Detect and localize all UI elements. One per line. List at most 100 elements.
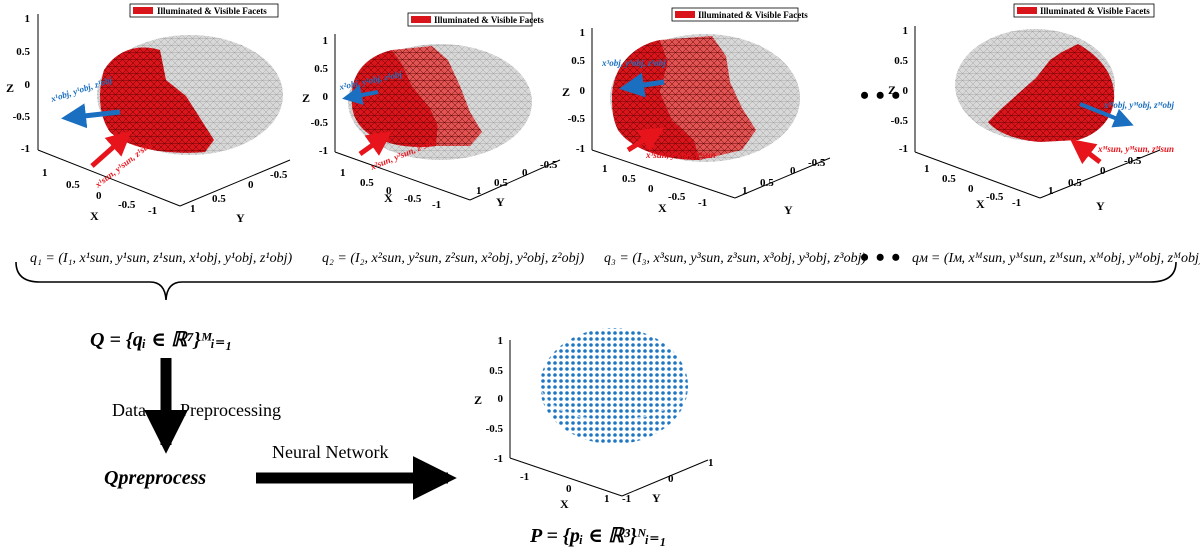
panel-3-z-ticks: 1 0.5 0 -0.5 -1 xyxy=(568,27,586,155)
panel-2-obj-arrow xyxy=(342,85,379,105)
panel-ellipsis: • • • xyxy=(860,81,900,110)
output-y-tick: 0 xyxy=(668,473,674,485)
panel-2-z-tick: 1 xyxy=(323,35,329,47)
panel-M-y-tick: 0.5 xyxy=(1068,177,1082,189)
panel-M-sun-arrow xyxy=(1070,138,1102,165)
panel-2-y-axis-label: Y xyxy=(496,195,505,209)
output-y-ticks: -1 0 1 xyxy=(622,457,714,505)
Q-set-label: Q = {qᵢ ∈ ℝ⁷}ᴹᵢ₌₁ xyxy=(90,329,232,351)
panel-1-sun-label: x¹sun, y¹sun, z¹sun xyxy=(92,139,154,190)
panel-M: Illuminated & Visible Facets xᴹobj, yᴹob… xyxy=(888,3,1174,213)
step1-label-b: Preprocessing xyxy=(180,400,281,420)
step2-label: Neural Network xyxy=(272,442,388,462)
panel-M-y-ticks: 1 0.5 0 -0.5 xyxy=(1048,155,1142,197)
panel-2-x-tick: -1 xyxy=(432,199,441,211)
panel-2-y-tick: 0.5 xyxy=(494,177,508,189)
output-axes xyxy=(509,340,709,497)
panel-M-legend-box xyxy=(1013,3,1155,18)
panel-2-sphere xyxy=(348,44,532,160)
panel-M-y-tick: 0 xyxy=(1100,165,1106,177)
panel-1-x-tick: 0 xyxy=(96,190,102,202)
panel-1: Illuminated & Visible Facets x¹obj, y¹ob… xyxy=(6,3,291,225)
panel-3-z-tick: -1 xyxy=(576,143,585,155)
panel-1-axes xyxy=(37,14,291,207)
panel-M-y-axis-label: Y xyxy=(1096,199,1105,213)
panel-3-x-ticks: 1 0.5 0 -0.5 -1 xyxy=(602,163,707,209)
output-z-tick: 0 xyxy=(498,393,504,405)
panel-2-x-tick: 1 xyxy=(340,167,346,179)
output-y-axis-label: Y xyxy=(652,491,661,505)
panel-3-z-tick: 1 xyxy=(580,27,586,39)
P-set-label: P = {pᵢ ∈ ℝ³}ᴺᵢ₌₁ xyxy=(529,525,667,547)
output-x-axis-label: X xyxy=(560,497,569,511)
panel-M-z-tick: 1 xyxy=(903,25,909,37)
panel-M-x-ticks: 1 0.5 0 -0.5 -1 xyxy=(924,163,1021,209)
panel-3-x-tick: -0.5 xyxy=(668,191,686,203)
output-y-tick: -1 xyxy=(622,493,631,505)
output-z-tick: -1 xyxy=(494,453,503,465)
panel-3-x-tick: 0.5 xyxy=(622,173,636,185)
panel-M-obj-arrow xyxy=(1079,102,1134,128)
panel-2-x-axis-label: X xyxy=(384,191,393,205)
panel-1-y-tick: -0.5 xyxy=(270,169,288,181)
panel-1-legend-box xyxy=(129,3,279,18)
panel-1-y-tick: 1 xyxy=(190,203,196,215)
panel-2-y-ticks: 1 0.5 0 -0.5 xyxy=(476,159,558,197)
panel-3-y-ticks: 1 0.5 0 -0.5 xyxy=(742,157,826,197)
panel-1-x-ticks: 1 0.5 0 -0.5 -1 xyxy=(42,167,157,217)
panel-3-legend-swatch xyxy=(675,11,695,18)
output-x-tick: 1 xyxy=(604,493,610,505)
panel-3-sun-arrow xyxy=(626,127,665,153)
panel-2-y-tick: 1 xyxy=(476,185,482,197)
output-point-cloud-plot: 1 0.5 0 -0.5 -1 Z -1 0 1 X -1 0 1 Y xyxy=(474,328,714,511)
panel-1-legend-label: Illuminated & Visible Facets xyxy=(157,6,267,16)
panel-3-x-tick: 1 xyxy=(602,163,608,175)
panel-2-axes xyxy=(334,34,561,201)
output-z-tick: -0.5 xyxy=(486,423,504,435)
panel-1-z-tick: -0.5 xyxy=(13,111,31,123)
panel-3-y-tick: 0 xyxy=(790,165,796,177)
panel-M-z-ticks: 1 0.5 0 -0.5 -1 xyxy=(891,25,909,155)
panel-M-z-tick: -0.5 xyxy=(891,115,909,127)
panel-2-x-tick: 0 xyxy=(386,185,392,197)
point-cloud xyxy=(540,328,688,444)
panel-3-legend-label: Illuminated & Visible Facets xyxy=(698,10,808,20)
output-z-axis-label: Z xyxy=(474,393,482,407)
panel-2-z-tick: 0.5 xyxy=(314,63,328,75)
equation-q3: q₃ = (I₃, x³sun, y³sun, z³sun, x³obj, y³… xyxy=(604,251,866,266)
panel-3-x-tick: 0 xyxy=(648,183,654,195)
panel-1-obj-arrow xyxy=(61,103,121,129)
panel-1-y-axis-label: Y xyxy=(236,211,245,225)
panel-1-y-tick: 0 xyxy=(248,179,254,191)
panel-2-x-tick: 0.5 xyxy=(360,177,374,189)
panel-3: Illuminated & Visible Facets x³obj, y³ob… xyxy=(562,7,831,217)
panel-M-z-axis-label: Z xyxy=(888,83,896,97)
panel-M-y-tick: -0.5 xyxy=(1124,155,1142,167)
panel-M-legend-label: Illuminated & Visible Facets xyxy=(1040,6,1150,16)
panel-2-legend-box xyxy=(407,12,533,27)
panel-M-x-tick: 0 xyxy=(968,183,974,195)
panel-3-y-tick: 1 xyxy=(742,185,748,197)
panel-3-obj-label: x³obj, y³obj, z³obj xyxy=(601,58,666,68)
output-z-ticks: 1 0.5 0 -0.5 -1 xyxy=(486,335,504,465)
panel-M-x-tick: -1 xyxy=(1012,197,1021,209)
panel-2-z-tick: -0.5 xyxy=(311,117,329,129)
output-z-tick: 0.5 xyxy=(489,365,503,377)
panel-1-x-axis-label: X xyxy=(90,209,99,223)
panel-1-y-tick: 0.5 xyxy=(212,193,226,205)
panel-2-y-tick: 0 xyxy=(522,167,528,179)
panel-M-obj-label: xᴹobj, yᴹobj, zᴹobj xyxy=(1103,100,1174,110)
panel-2-x-tick: -0.5 xyxy=(404,193,422,205)
panel-3-x-axis-label: X xyxy=(658,201,667,215)
panel-1-x-tick: 0.5 xyxy=(66,179,80,191)
panel-2-legend-label: Illuminated & Visible Facets xyxy=(434,15,544,25)
panel-1-legend-swatch xyxy=(133,7,153,14)
panel-2: Illuminated & Visible Facets x²obj, y²ob… xyxy=(302,12,561,211)
panel-M-z-tick: 0 xyxy=(903,85,909,97)
panel-3-z-tick: 0 xyxy=(580,85,586,97)
output-z-tick: 1 xyxy=(498,335,504,347)
panel-3-y-tick: 0.5 xyxy=(760,177,774,189)
panel-1-z-ticks: 1 0.5 0 -0.5 -1 xyxy=(13,13,31,155)
panel-2-z-tick: 0 xyxy=(323,91,329,103)
panel-2-z-tick: -1 xyxy=(319,145,328,157)
